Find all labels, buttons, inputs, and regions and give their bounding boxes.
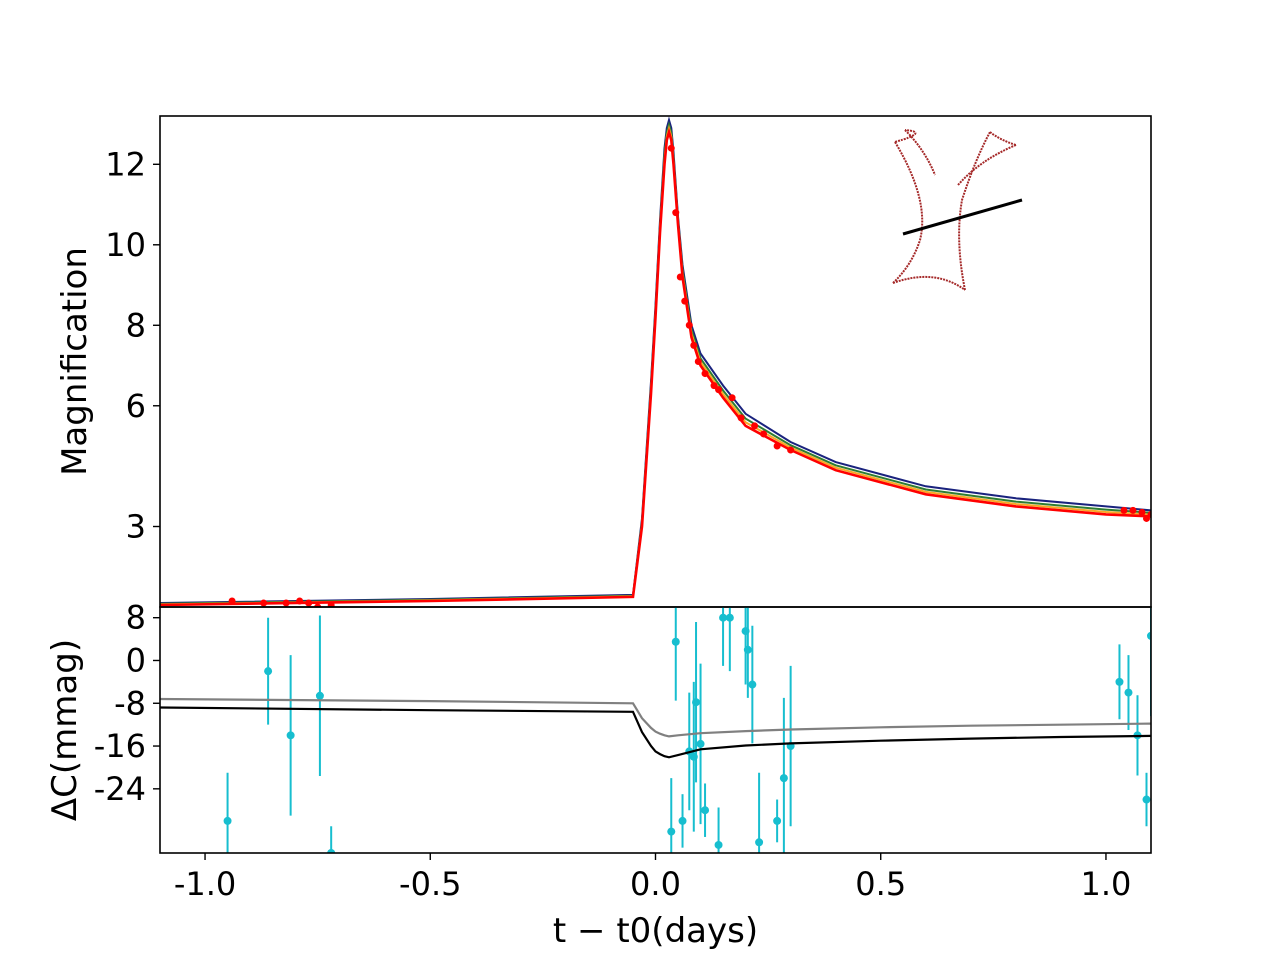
x-tick-label: -1.0	[174, 865, 236, 903]
magnification-data-point	[728, 394, 736, 402]
caustic-curve	[894, 129, 917, 143]
residual-data-point	[1147, 631, 1151, 640]
residual-curve-black	[160, 706, 1151, 759]
residual-data-point	[327, 849, 336, 853]
y-tick-label-bottom: 8	[126, 599, 146, 637]
residual-data-point	[264, 667, 273, 676]
residual-data-point	[696, 739, 705, 748]
magnification-data-point	[751, 422, 759, 430]
residual-axes-frame	[159, 606, 1152, 854]
residual-data-point	[671, 637, 680, 646]
y-tick-label-bottom: -8	[114, 684, 146, 722]
magnification-data-point	[228, 597, 236, 605]
magnification-plot-area	[160, 116, 1151, 607]
magnification-panel: 3 6 8 10 12	[105, 115, 1152, 608]
caustic-curve	[892, 141, 924, 284]
residual-data-point	[748, 680, 757, 689]
residual-data-point	[1142, 795, 1151, 804]
x-tick-label: 0.0	[630, 865, 681, 903]
residual-data-point	[779, 774, 788, 783]
magnification-data-point	[701, 370, 709, 378]
magnification-data-point	[1147, 510, 1151, 518]
residual-plot-area	[160, 607, 1151, 853]
y-axis-label-magnification: Magnification	[55, 247, 95, 476]
residual-data-point	[223, 816, 232, 825]
residual-data-point	[773, 816, 782, 825]
magnification-data-point	[305, 599, 313, 607]
x-tick-label: -0.5	[399, 865, 461, 903]
residual-data-point	[678, 816, 687, 825]
y-tick-label-bottom: -24	[94, 770, 146, 808]
caustic-inset	[892, 129, 1023, 291]
magnification-data-point	[672, 209, 680, 217]
magnification-data-point	[296, 597, 304, 605]
model-curve-blue	[160, 116, 1151, 604]
model-curve-green	[160, 121, 1151, 605]
model-curve-red	[160, 127, 1151, 607]
y-tick-label-top: 10	[105, 226, 146, 264]
magnification-data-point	[314, 603, 322, 607]
magnification-data-point	[1142, 514, 1150, 522]
residual-data-point	[701, 806, 710, 815]
caustic-curve	[904, 129, 936, 176]
x-axis-label: t − t0(days)	[553, 911, 758, 951]
magnification-data-point	[690, 341, 698, 349]
residual-data-point	[315, 691, 324, 700]
magnification-data-point	[694, 358, 702, 365]
caustic-curve	[957, 144, 1017, 186]
caustic-curve	[958, 131, 991, 291]
y-tick-label-bottom: -16	[94, 727, 146, 765]
residual-curve-grey	[160, 697, 1151, 738]
caustic-curve	[892, 275, 966, 291]
magnification-data-point	[681, 297, 689, 305]
x-tick-label: 0.5	[855, 865, 906, 903]
source-trajectory	[902, 198, 1023, 236]
residual-data-point	[286, 731, 295, 740]
x-tick-label: 1.0	[1081, 865, 1132, 903]
caustic-curve	[989, 131, 1017, 146]
magnification-axes-frame	[159, 115, 1152, 608]
magnification-data-point	[737, 414, 745, 422]
magnification-data-point	[685, 321, 693, 329]
residual-data-point	[719, 613, 728, 622]
magnification-data-point	[282, 599, 290, 607]
residual-data-point	[667, 827, 676, 836]
residual-data-point	[1124, 688, 1133, 697]
y-tick-label-top: 6	[126, 387, 146, 425]
y-tick-label-top: 8	[126, 306, 146, 344]
residual-data-point	[692, 698, 701, 707]
y-axis-label-delta-c: ΔC(mmag)	[45, 639, 85, 821]
magnification-data-point	[260, 599, 268, 607]
magnification-data-point	[760, 430, 768, 438]
residual-data-point	[755, 838, 764, 847]
residual-data-point	[743, 645, 752, 654]
magnification-data-point	[773, 442, 781, 450]
magnification-data-point	[676, 273, 684, 281]
magnification-data-point	[710, 382, 718, 390]
residual-panel: 8 0 -8 -16 -24 -1.0 -0.5 0.0 0.5 1.0	[94, 599, 1152, 903]
magnification-data-point	[715, 386, 723, 394]
y-tick-label-top: 12	[105, 145, 146, 183]
magnification-data-point	[667, 144, 675, 152]
residual-data-point	[1115, 677, 1124, 686]
magnification-data-point	[787, 446, 795, 454]
y-tick-label-top: 3	[126, 508, 146, 546]
magnification-data-point	[1120, 506, 1128, 514]
magnification-data-point	[327, 601, 335, 607]
magnification-data-point	[1129, 506, 1137, 514]
residual-data-point	[714, 840, 723, 849]
magnification-data-point	[1138, 508, 1146, 516]
residual-data-point	[725, 613, 734, 622]
y-tick-label-bottom: 0	[126, 641, 146, 679]
model-curve-yellow	[160, 124, 1151, 606]
